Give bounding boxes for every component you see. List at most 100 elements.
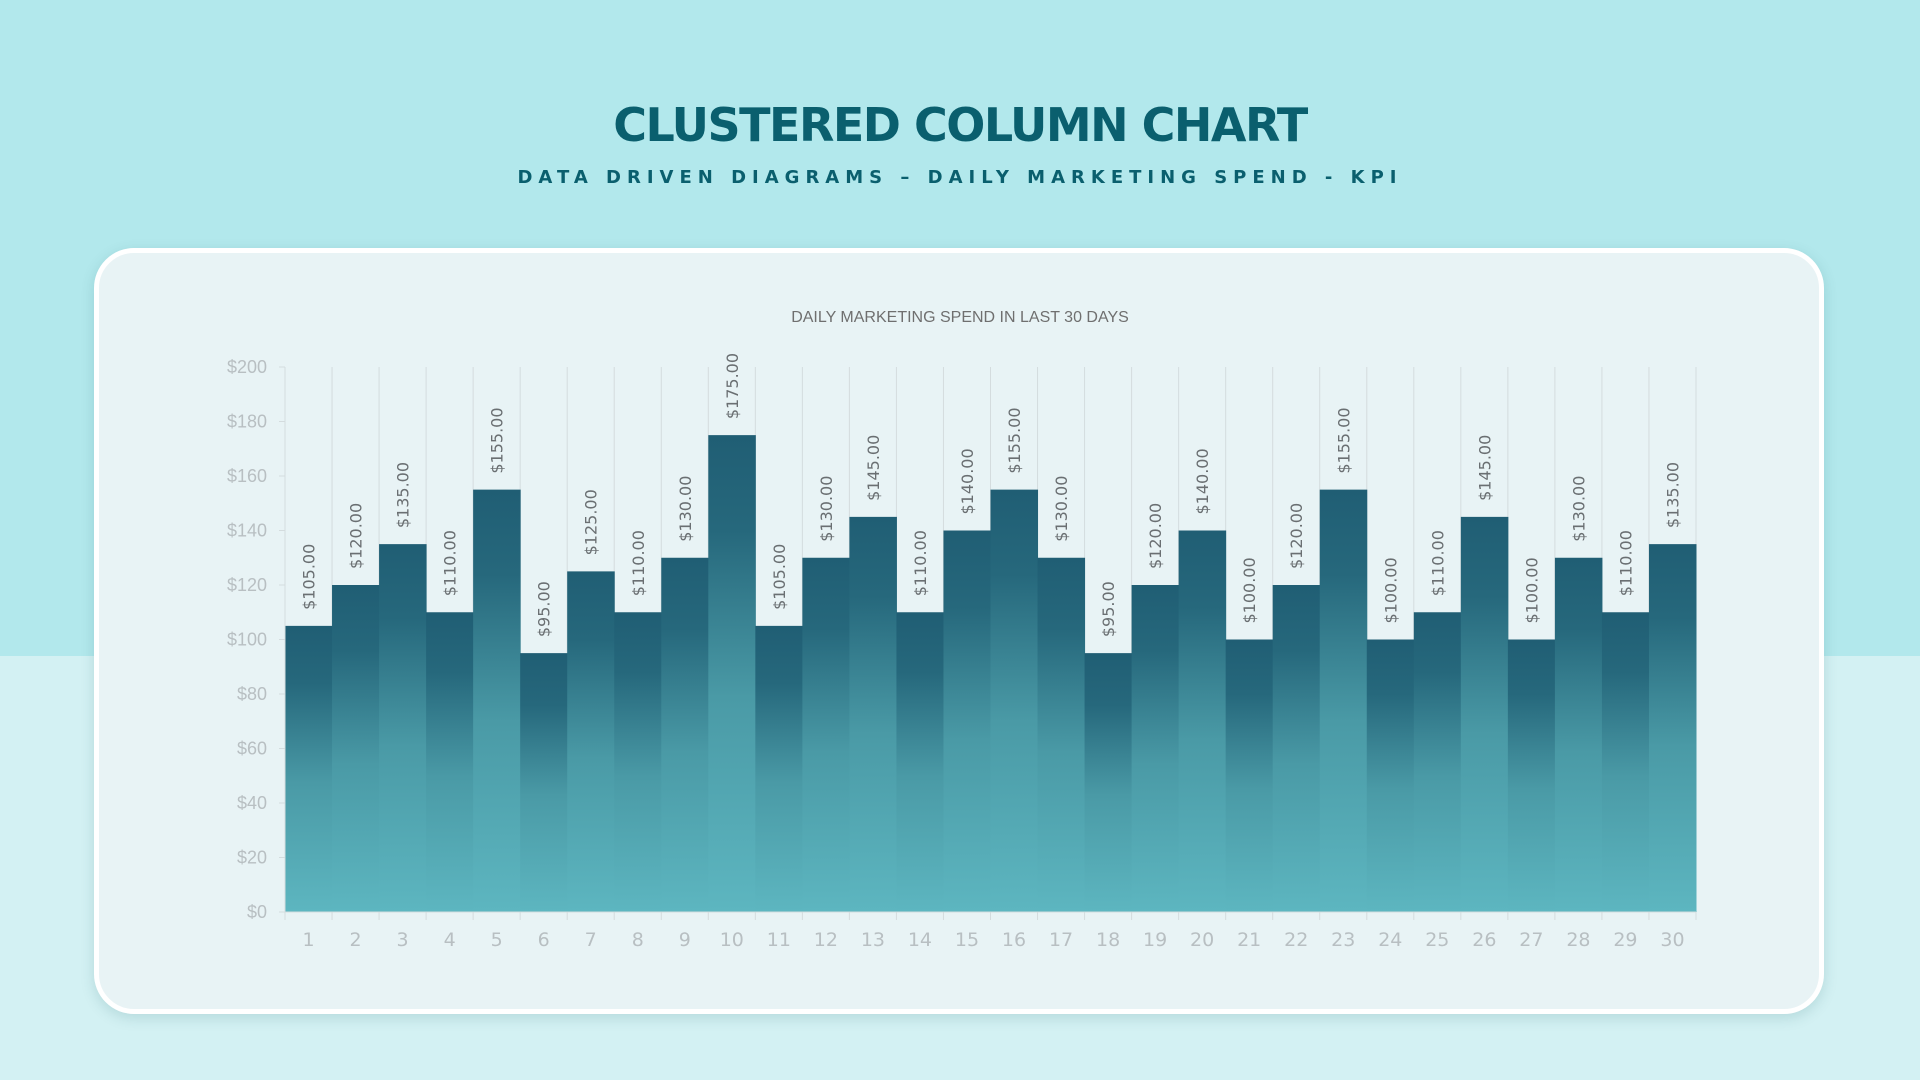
data-label: $155.00 xyxy=(488,407,507,473)
bar xyxy=(1554,557,1603,912)
bar xyxy=(896,612,944,912)
data-label: $95.00 xyxy=(535,581,554,637)
x-tick-label: 15 xyxy=(955,929,979,951)
data-label: $120.00 xyxy=(1287,503,1306,569)
bar xyxy=(849,516,897,912)
bar xyxy=(1507,639,1556,912)
bar xyxy=(708,435,756,912)
x-tick-label: 12 xyxy=(814,929,838,951)
data-label: $135.00 xyxy=(1663,462,1682,528)
data-label: $110.00 xyxy=(1616,530,1635,596)
x-tick-label: 19 xyxy=(1143,929,1167,951)
chart-title: DAILY MARKETING SPEND IN LAST 30 DAYS xyxy=(791,309,1129,326)
bar xyxy=(1037,557,1086,912)
y-tick-label: $140 xyxy=(227,521,267,541)
y-tick-label: $40 xyxy=(237,793,267,813)
data-label: $100.00 xyxy=(1240,557,1259,623)
x-tick-label: 6 xyxy=(538,929,550,951)
data-label: $110.00 xyxy=(441,530,460,596)
bar xyxy=(426,612,474,912)
bar xyxy=(520,653,568,912)
bar xyxy=(1084,653,1133,912)
bar xyxy=(473,489,521,912)
x-tick-label: 24 xyxy=(1378,929,1402,951)
x-tick-label: 13 xyxy=(861,929,885,951)
bar xyxy=(1460,516,1509,912)
data-label: $175.00 xyxy=(723,353,742,419)
x-tick-label: 2 xyxy=(350,929,362,951)
bar xyxy=(661,557,709,912)
data-label: $130.00 xyxy=(1052,476,1071,542)
bar xyxy=(943,530,991,912)
bar xyxy=(285,625,333,912)
data-label: $110.00 xyxy=(1428,530,1447,596)
x-tick-label: 22 xyxy=(1284,929,1308,951)
bar xyxy=(614,612,662,912)
data-label: $145.00 xyxy=(1475,435,1494,501)
data-label: $125.00 xyxy=(582,489,601,555)
x-tick-label: 25 xyxy=(1425,929,1449,951)
bar xyxy=(567,571,615,912)
x-tick-label: 26 xyxy=(1472,929,1496,951)
x-tick-label: 4 xyxy=(444,929,456,951)
bar xyxy=(1178,530,1227,912)
bar xyxy=(1131,585,1180,912)
bar xyxy=(1319,489,1368,912)
data-label: $120.00 xyxy=(1146,503,1165,569)
data-label: $100.00 xyxy=(1522,557,1541,623)
x-tick-label: 7 xyxy=(585,929,597,951)
data-label: $140.00 xyxy=(958,448,977,514)
x-tick-label: 30 xyxy=(1660,929,1684,951)
data-label: $105.00 xyxy=(300,544,319,610)
x-tick-label: 5 xyxy=(491,929,503,951)
x-tick-label: 23 xyxy=(1331,929,1355,951)
data-label: $110.00 xyxy=(911,530,930,596)
data-label: $140.00 xyxy=(1193,448,1212,514)
y-tick-label: $20 xyxy=(237,848,267,868)
bar xyxy=(755,625,803,912)
x-tick-label: 8 xyxy=(632,929,644,951)
data-label: $135.00 xyxy=(394,462,413,528)
data-label: $145.00 xyxy=(864,435,883,501)
data-label: $155.00 xyxy=(1005,407,1024,473)
page-subtitle: DATA DRIVEN DIAGRAMS – DAILY MARKETING S… xyxy=(517,167,1403,188)
data-label: $120.00 xyxy=(347,503,366,569)
x-tick-label: 21 xyxy=(1237,929,1261,951)
bar xyxy=(1413,612,1462,912)
x-tick-label: 28 xyxy=(1566,929,1590,951)
x-tick-label: 11 xyxy=(767,929,791,951)
y-tick-label: $0 xyxy=(247,902,267,922)
x-tick-label: 29 xyxy=(1613,929,1637,951)
y-tick-label: $120 xyxy=(227,575,267,595)
data-label: $130.00 xyxy=(817,476,836,542)
y-tick-label: $180 xyxy=(227,412,267,432)
y-tick-label: $80 xyxy=(237,684,267,704)
y-tick-label: $100 xyxy=(227,630,267,650)
bar xyxy=(990,489,1039,912)
data-label: $100.00 xyxy=(1381,557,1400,623)
bar xyxy=(1225,639,1274,912)
x-tick-label: 10 xyxy=(720,929,744,951)
page-title: CLUSTERED COLUMN CHART xyxy=(613,98,1308,152)
y-tick-label: $60 xyxy=(237,739,267,759)
data-label: $95.00 xyxy=(1099,581,1118,637)
x-tick-label: 9 xyxy=(679,929,691,951)
data-label: $105.00 xyxy=(770,544,789,610)
data-label: $155.00 xyxy=(1334,407,1353,473)
bar xyxy=(1272,585,1321,912)
y-tick-label: $160 xyxy=(227,466,267,486)
bar xyxy=(1601,612,1650,912)
bar xyxy=(379,544,427,912)
x-tick-label: 1 xyxy=(302,929,314,951)
x-tick-label: 3 xyxy=(397,929,409,951)
x-tick-label: 27 xyxy=(1519,929,1543,951)
x-tick-label: 17 xyxy=(1049,929,1073,951)
x-tick-label: 14 xyxy=(908,929,932,951)
x-tick-label: 18 xyxy=(1096,929,1120,951)
data-label: $110.00 xyxy=(629,530,648,596)
bar xyxy=(332,585,380,912)
data-label: $130.00 xyxy=(676,476,695,542)
bar xyxy=(1366,639,1415,912)
bar xyxy=(802,557,850,912)
